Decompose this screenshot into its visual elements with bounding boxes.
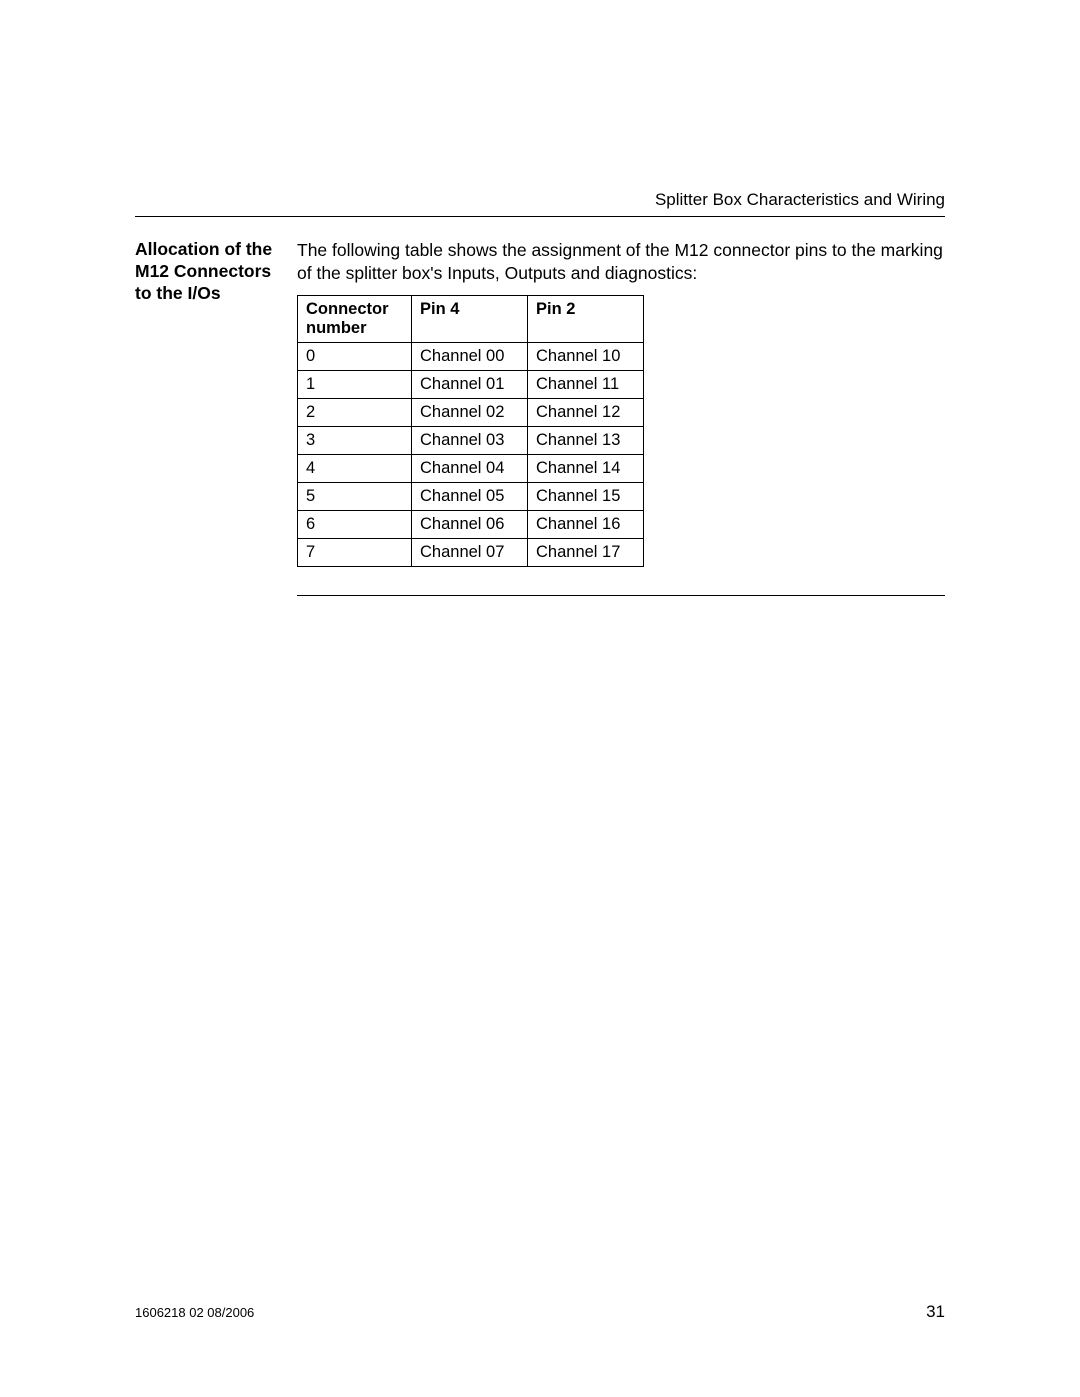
table-row: 3 Channel 03 Channel 13 bbox=[298, 426, 644, 454]
cell-connector: 7 bbox=[298, 538, 412, 566]
page-footer: 1606218 02 08/2006 31 bbox=[135, 1302, 945, 1322]
col-header-pin4: Pin 4 bbox=[412, 295, 528, 342]
cell-pin2: Channel 13 bbox=[528, 426, 644, 454]
section-end-rule bbox=[297, 595, 945, 596]
cell-pin2: Channel 11 bbox=[528, 370, 644, 398]
cell-pin2: Channel 12 bbox=[528, 398, 644, 426]
side-heading: Allocation of the M12 Connectors to the … bbox=[135, 239, 297, 305]
cell-connector: 1 bbox=[298, 370, 412, 398]
footer-doc-id: 1606218 02 08/2006 bbox=[135, 1305, 254, 1320]
cell-pin4: Channel 05 bbox=[412, 482, 528, 510]
intro-paragraph: The following table shows the assignment… bbox=[297, 239, 945, 285]
table-row: 5 Channel 05 Channel 15 bbox=[298, 482, 644, 510]
header-rule bbox=[135, 216, 945, 217]
pin-allocation-table: Connector number Pin 4 Pin 2 0 Channel 0… bbox=[297, 295, 644, 567]
table-row: 6 Channel 06 Channel 16 bbox=[298, 510, 644, 538]
cell-pin2: Channel 16 bbox=[528, 510, 644, 538]
cell-pin2: Channel 15 bbox=[528, 482, 644, 510]
footer-page-number: 31 bbox=[926, 1302, 945, 1322]
cell-connector: 4 bbox=[298, 454, 412, 482]
cell-connector: 3 bbox=[298, 426, 412, 454]
running-header: Splitter Box Characteristics and Wiring bbox=[135, 190, 945, 210]
cell-pin4: Channel 06 bbox=[412, 510, 528, 538]
col-header-pin2: Pin 2 bbox=[528, 295, 644, 342]
content-row: Allocation of the M12 Connectors to the … bbox=[135, 239, 945, 596]
cell-pin2: Channel 17 bbox=[528, 538, 644, 566]
table-header-row: Connector number Pin 4 Pin 2 bbox=[298, 295, 644, 342]
cell-pin2: Channel 10 bbox=[528, 342, 644, 370]
cell-connector: 0 bbox=[298, 342, 412, 370]
cell-connector: 6 bbox=[298, 510, 412, 538]
cell-connector: 2 bbox=[298, 398, 412, 426]
cell-pin4: Channel 03 bbox=[412, 426, 528, 454]
table-row: 2 Channel 02 Channel 12 bbox=[298, 398, 644, 426]
cell-pin4: Channel 04 bbox=[412, 454, 528, 482]
table-row: 7 Channel 07 Channel 17 bbox=[298, 538, 644, 566]
table-row: 4 Channel 04 Channel 14 bbox=[298, 454, 644, 482]
main-column: The following table shows the assignment… bbox=[297, 239, 945, 596]
table-row: 0 Channel 00 Channel 10 bbox=[298, 342, 644, 370]
cell-pin4: Channel 01 bbox=[412, 370, 528, 398]
cell-pin4: Channel 00 bbox=[412, 342, 528, 370]
cell-connector: 5 bbox=[298, 482, 412, 510]
table-row: 1 Channel 01 Channel 11 bbox=[298, 370, 644, 398]
cell-pin4: Channel 02 bbox=[412, 398, 528, 426]
page: Splitter Box Characteristics and Wiring … bbox=[0, 0, 1080, 1397]
cell-pin4: Channel 07 bbox=[412, 538, 528, 566]
col-header-connector: Connector number bbox=[298, 295, 412, 342]
cell-pin2: Channel 14 bbox=[528, 454, 644, 482]
